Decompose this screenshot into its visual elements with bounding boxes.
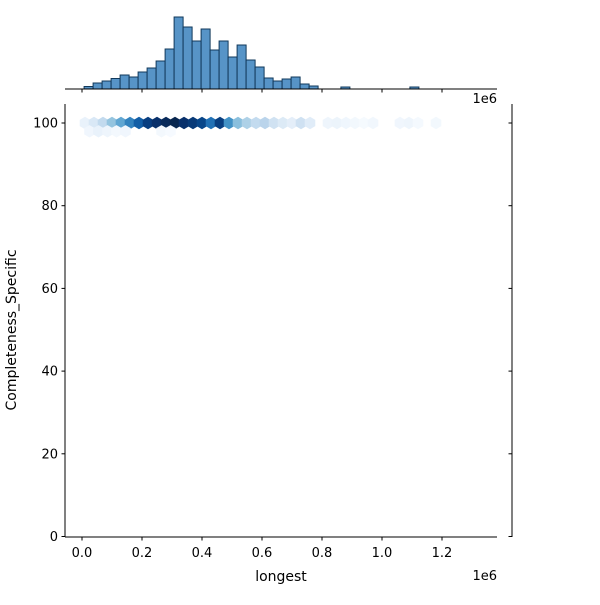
hexbin-point [268, 116, 280, 130]
hexbin-point [277, 116, 289, 130]
hexbin-point [151, 116, 163, 130]
histogram-bar [137, 71, 148, 90]
x-axis-label: longest [255, 569, 307, 585]
y-axis-tick-label: 100 [33, 117, 58, 132]
histogram-bar [110, 78, 121, 90]
x-axis-tick-label: 0.4 [192, 546, 213, 561]
generated-chart-layers: 0.0 0.2 0.4 0.6 0.8 1.0 1.2 0 20 40 60 80 100 [33, 16, 513, 561]
hexbin-point [304, 116, 316, 130]
hexbin-point [394, 116, 406, 130]
hexbin-point [160, 116, 172, 130]
hexbin-point [88, 116, 100, 130]
hexbin-point [214, 116, 226, 130]
hexbin-point [259, 116, 271, 130]
hexbin-point [358, 116, 370, 130]
hexbin-point [349, 116, 361, 130]
histogram-bar [218, 40, 229, 90]
hexbin-point [79, 116, 91, 130]
hexbin-point [120, 125, 131, 138]
hexbin-point [178, 116, 190, 130]
hexbin-point [232, 116, 244, 130]
histogram-bar [200, 28, 211, 90]
hexbin-point [295, 116, 307, 130]
histogram-bar [227, 56, 238, 90]
histogram-bar [299, 83, 310, 90]
hexbin-point [331, 116, 343, 130]
hexbin-point [133, 116, 145, 130]
histogram-bar [254, 66, 265, 90]
hexbin-point [106, 116, 118, 130]
hexbin-point [124, 116, 136, 130]
x-axis-tick-label: 0.8 [312, 546, 333, 561]
hexbin-point [165, 125, 176, 138]
x-axis-offset-label: 1e6 [472, 569, 497, 584]
histogram-bar [182, 26, 193, 90]
histogram-bar [209, 49, 220, 90]
histogram-bar [281, 78, 292, 90]
histogram-bar [173, 16, 184, 90]
hexbin-point [196, 116, 208, 130]
hexbin-point [102, 125, 113, 138]
hexbin-point [111, 125, 122, 138]
y-axis-tick-label: 0 [50, 530, 58, 545]
y-axis-tick-label: 20 [41, 447, 58, 462]
histogram-bar [92, 82, 103, 90]
x-axis-tick-label: 1.0 [372, 546, 393, 561]
hexbin-point [156, 125, 167, 138]
hexbin-point [93, 125, 104, 138]
x-axis-tick-label: 0.2 [132, 546, 153, 561]
hexbin-point [169, 116, 181, 130]
hexbin-point [187, 116, 199, 130]
top-marginal-offset-label: 1e6 [472, 92, 497, 107]
histogram-bar [290, 76, 301, 90]
hexbin-point [241, 116, 253, 130]
hexbin-point [223, 116, 235, 130]
hexbin-point [286, 116, 298, 130]
hexbin-point [403, 116, 415, 130]
y-axis-tick-label: 60 [41, 282, 58, 297]
hexbin-point [205, 116, 217, 130]
y-axis-label: Completeness_Specific [4, 249, 20, 410]
hexbin-point [84, 125, 95, 138]
histogram-bar [236, 44, 247, 90]
histogram-bar [191, 40, 202, 90]
histogram-bar [272, 80, 283, 90]
histogram-bar [164, 48, 175, 90]
hexbin-point [322, 116, 334, 130]
histogram-bar [101, 80, 112, 90]
x-axis-tick-label: 0.0 [72, 546, 93, 561]
y-axis-tick-label: 40 [41, 365, 58, 380]
hexbin-point [367, 116, 379, 130]
hexbin-point [412, 116, 424, 130]
histogram-bar [245, 59, 256, 90]
hexbin-point [115, 116, 127, 130]
hexbin-point [340, 116, 352, 130]
histogram-bar [119, 74, 130, 90]
hexbin-point [142, 116, 154, 130]
histogram-bar [155, 60, 166, 90]
hexbin-point [430, 116, 442, 130]
x-axis-tick-label: 0.6 [252, 546, 273, 561]
histogram-bar [128, 76, 139, 90]
hexbin-point [250, 116, 262, 130]
histogram-bar [263, 77, 274, 90]
x-axis-tick-label: 1.2 [432, 546, 453, 561]
hexbin-point [97, 116, 109, 130]
y-axis-tick-label: 80 [41, 199, 58, 214]
histogram-bar [146, 67, 157, 90]
